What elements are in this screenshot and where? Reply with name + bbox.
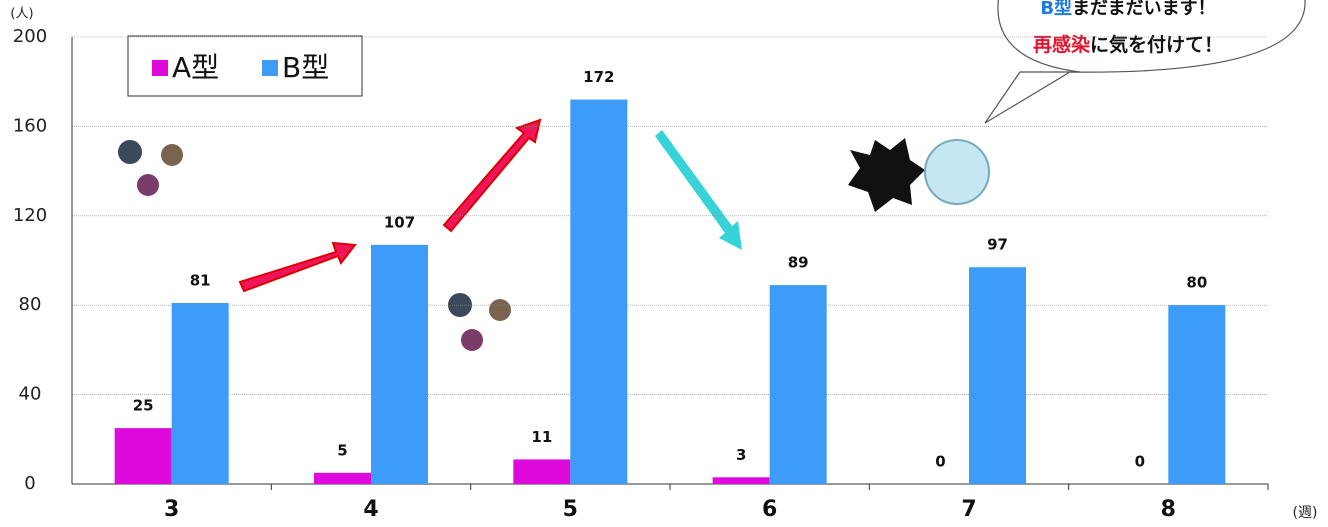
legend-label: A型 bbox=[172, 51, 219, 84]
data-label: 80 bbox=[1186, 274, 1207, 292]
x-unit: (週) bbox=[1293, 505, 1318, 521]
data-label: 0 bbox=[935, 453, 945, 471]
data-label: 3 bbox=[736, 446, 746, 464]
data-label: 11 bbox=[531, 428, 552, 446]
data-label: 107 bbox=[384, 213, 415, 231]
bubble-text: まだまだいます！ bbox=[1072, 0, 1216, 19]
data-label: 81 bbox=[190, 271, 211, 289]
bar bbox=[513, 459, 571, 484]
y-tick-label: 200 bbox=[13, 26, 47, 47]
data-label: 89 bbox=[788, 254, 809, 272]
legend-label: B型 bbox=[282, 51, 329, 84]
bar bbox=[314, 472, 371, 484]
data-label: 172 bbox=[583, 68, 614, 86]
x-tick-label: 4 bbox=[363, 497, 378, 522]
y-unit: (人) bbox=[10, 7, 33, 22]
y-tick-label: 40 bbox=[19, 384, 42, 405]
decor-arrows bbox=[238, 118, 742, 293]
bar bbox=[171, 302, 229, 484]
bubble-line: 再感染に気を付けて！ bbox=[1033, 33, 1223, 56]
y-tick-label: 160 bbox=[13, 115, 47, 136]
y-tick-label: 120 bbox=[13, 205, 47, 226]
bar bbox=[570, 99, 628, 484]
bubble-line: B型まだまだいます！ bbox=[1040, 0, 1215, 19]
data-label: 97 bbox=[987, 236, 1008, 254]
bar bbox=[114, 428, 172, 484]
data-label: 5 bbox=[337, 441, 347, 459]
bar bbox=[371, 244, 428, 484]
y-tick-label: 0 bbox=[24, 473, 35, 494]
data-label: 25 bbox=[133, 397, 154, 415]
bar bbox=[769, 285, 827, 484]
bubble-text: に気を付けて！ bbox=[1090, 33, 1223, 56]
x-tick-label: 5 bbox=[563, 497, 578, 522]
x-tick-label: 8 bbox=[1161, 497, 1176, 522]
decor-icons bbox=[118, 138, 990, 351]
bubble-text: 再感染 bbox=[1033, 33, 1090, 56]
y-tick-label: 80 bbox=[19, 294, 42, 315]
data-label: 0 bbox=[1135, 453, 1145, 471]
x-tick-label: 6 bbox=[762, 497, 777, 522]
speech-bubble bbox=[984, 0, 1306, 124]
bar bbox=[712, 477, 770, 484]
bubble-text: B型 bbox=[1040, 0, 1072, 19]
x-tick-label: 3 bbox=[164, 497, 179, 522]
bar bbox=[969, 267, 1026, 484]
legend-swatch bbox=[152, 60, 168, 76]
legend-swatch bbox=[262, 60, 278, 76]
x-tick-label: 7 bbox=[961, 497, 976, 522]
bar bbox=[1168, 305, 1226, 484]
